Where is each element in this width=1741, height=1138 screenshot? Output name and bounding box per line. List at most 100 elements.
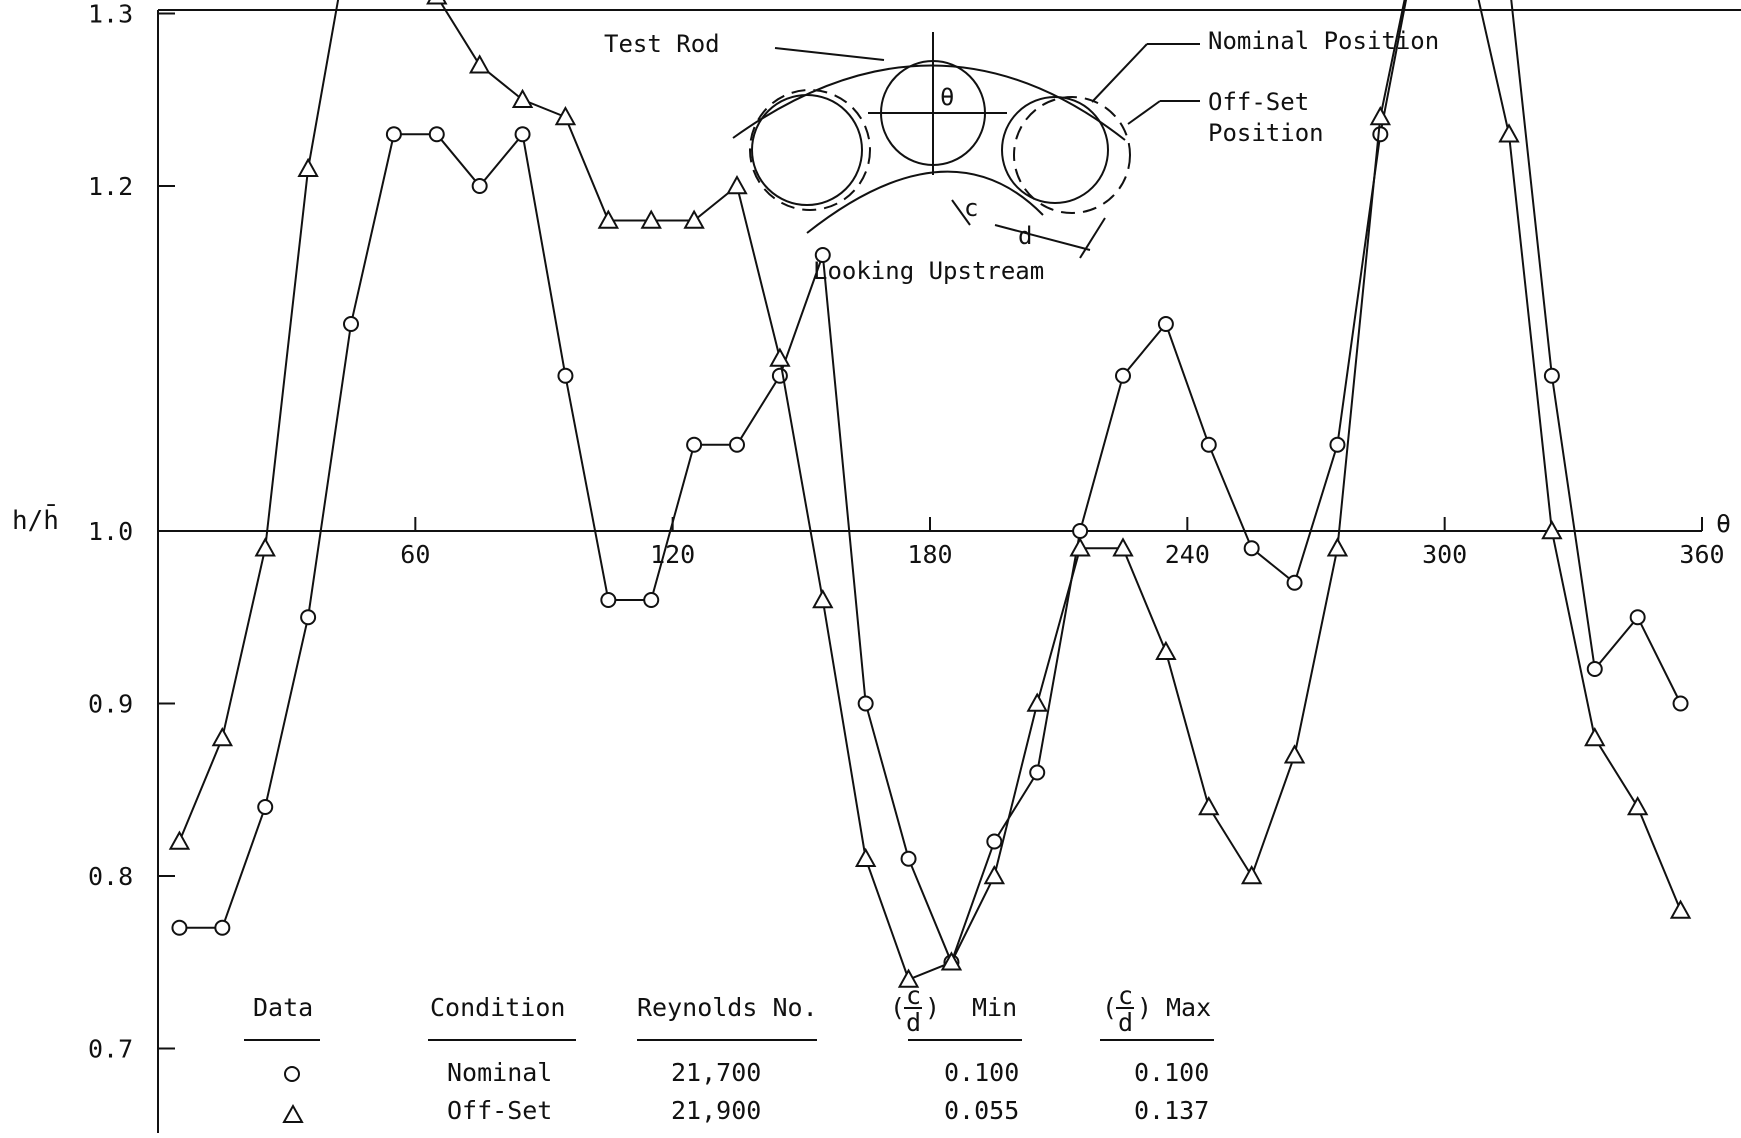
- data-point-circle: [1586, 661, 1603, 677]
- legend-header-data: Data: [253, 993, 313, 1022]
- c-label: c: [964, 194, 978, 222]
- legend-max-paren-open: (: [1102, 993, 1117, 1022]
- x-tick-label: 60: [400, 540, 430, 569]
- legend-header-condition: Condition: [430, 993, 565, 1022]
- data-point-circle: [857, 695, 874, 712]
- legend-row2-min: 0.055: [944, 1096, 1019, 1125]
- y-tick-label: 1.2: [88, 172, 133, 201]
- legend-row1-reynolds: 21,700: [671, 1058, 761, 1087]
- x-tick-label: 180: [907, 540, 952, 569]
- data-point-triangle: [897, 968, 920, 988]
- data-point-circle: [900, 850, 917, 867]
- data-point-circle: [1372, 126, 1389, 143]
- data-point-circle: [257, 799, 274, 815]
- legend-min-paren-close: ): [925, 993, 940, 1022]
- data-point-triangle: [468, 54, 491, 74]
- data-point-triangle: [211, 726, 234, 747]
- left-rod-offset: [749, 89, 871, 211]
- data-point-triangle: [554, 105, 577, 126]
- data-point-circle: [214, 919, 231, 936]
- offset-label-line1: Off-Set: [1208, 88, 1309, 116]
- data-point-triangle: [1155, 640, 1177, 660]
- data-point-circle: [428, 126, 445, 143]
- data-point-circle: [600, 592, 617, 608]
- right-rod-circle: [1001, 96, 1109, 204]
- legend-row1-condition: Nominal: [447, 1058, 552, 1087]
- data-point-triangle: [297, 157, 319, 177]
- data-point-triangle: [1369, 105, 1392, 126]
- theta-label: θ: [940, 83, 954, 111]
- y-tick-label: 0.7: [88, 1035, 133, 1064]
- left-rod-circle: [751, 94, 863, 206]
- offset-leader-b: [1127, 100, 1161, 125]
- legend-circle-marker: [284, 1066, 300, 1082]
- data-point-triangle: [511, 88, 534, 108]
- test-rod-label: Test Rod: [604, 30, 720, 58]
- c-dim-line: [951, 199, 971, 226]
- legend-min-frac-den: d: [906, 1008, 921, 1037]
- data-point-circle: [986, 833, 1003, 850]
- data-point-triangle: [1240, 864, 1263, 885]
- data-point-triangle: [1112, 537, 1134, 557]
- data-point-circle: [557, 367, 574, 384]
- data-point-triangle: [812, 588, 834, 609]
- data-point-triangle: [854, 847, 877, 867]
- d-dim-line: [994, 224, 1091, 251]
- data-point-triangle: [1669, 899, 1692, 919]
- x-axis-label: θ: [1716, 509, 1731, 538]
- data-point-triangle: [254, 537, 276, 557]
- legend-row1-max: 0.100: [1134, 1058, 1209, 1087]
- outer-arc: [732, 64, 1126, 141]
- data-point-circle: [643, 592, 660, 608]
- data-point-circle: [1243, 540, 1260, 557]
- y-tick-label: 0.8: [88, 862, 133, 891]
- data-point-triangle: [1326, 537, 1349, 557]
- data-point-triangle: [683, 209, 705, 229]
- data-point-circle: [1543, 367, 1560, 384]
- y-axis-label: h/h̄: [12, 503, 59, 536]
- data-point-circle: [814, 247, 831, 263]
- data-point-triangle: [640, 209, 662, 229]
- d-label: d: [1018, 222, 1032, 250]
- data-point-triangle: [983, 864, 1006, 885]
- inner-arc: [806, 170, 1044, 234]
- legend-header-min: Min: [972, 993, 1017, 1022]
- legend-min-paren-open: (: [890, 993, 905, 1022]
- series-line-circle: [179, 0, 1682, 966]
- data-point-circle: [1672, 695, 1689, 712]
- data-point-circle: [514, 126, 531, 143]
- data-point-triangle: [1026, 692, 1048, 712]
- data-point-triangle: [1283, 744, 1306, 764]
- data-point-circle: [1286, 574, 1303, 591]
- x-tick-label: 120: [650, 540, 695, 569]
- offset-label-line2: Position: [1208, 119, 1324, 147]
- data-point-triangle: [1584, 726, 1606, 747]
- data-point-triangle: [769, 347, 791, 367]
- data-point-triangle: [1198, 795, 1220, 816]
- right-rod-offset: [1013, 96, 1131, 214]
- legend-row2-reynolds: 21,900: [671, 1096, 761, 1125]
- legend-header-reynolds: Reynolds No.: [637, 993, 818, 1022]
- x-tick-label: 240: [1165, 540, 1210, 569]
- data-point-circle: [385, 126, 402, 143]
- data-point-triangle: [597, 209, 620, 229]
- legend-row1-min: 0.100: [944, 1058, 1019, 1087]
- data-point-circle: [1072, 523, 1089, 539]
- y-tick-label: 1.3: [88, 0, 133, 29]
- legend-row2-condition: Off-Set: [447, 1096, 552, 1125]
- y-ticks: 0.7 0.8 0.9 1.0 1.2 1.3: [88, 0, 175, 1064]
- nominal-position-label: Nominal Position: [1208, 27, 1439, 55]
- data-point-circle: [729, 436, 745, 453]
- data-point-circle: [171, 919, 188, 936]
- inset-diagram: Test Rod Nominal Position Off-Set Positi…: [604, 27, 1439, 285]
- data-point-circle: [1157, 316, 1174, 332]
- data-point-triangle: [426, 0, 448, 5]
- y-tick-label: 1.0: [88, 517, 133, 546]
- data-point-circle: [471, 178, 488, 194]
- looking-leader: [1079, 217, 1106, 259]
- legend-max-frac-den: d: [1118, 1008, 1133, 1037]
- legend-max-paren-close: ): [1137, 993, 1152, 1022]
- test-rod-leader: [774, 47, 885, 61]
